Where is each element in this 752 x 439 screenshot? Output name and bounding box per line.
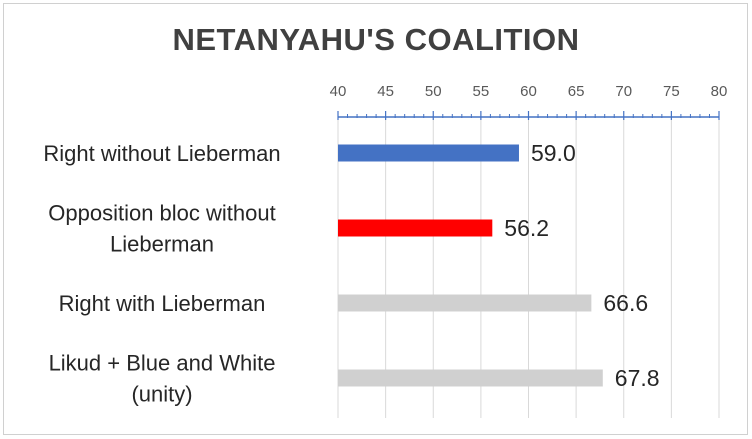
data-label: 59.0 bbox=[531, 140, 576, 166]
category-label: Right without Lieberman bbox=[43, 141, 280, 166]
bar bbox=[338, 219, 493, 237]
data-label: 56.2 bbox=[504, 215, 549, 241]
category-label: Opposition bloc without Lieberman bbox=[48, 201, 275, 257]
category-label-line: (unity) bbox=[131, 382, 192, 407]
x-tick-label: 80 bbox=[711, 83, 728, 100]
x-tick-label: 45 bbox=[377, 83, 394, 100]
data-label: 66.6 bbox=[603, 290, 648, 316]
x-tick-label: 40 bbox=[330, 83, 347, 100]
category-label-line: Opposition bloc without bbox=[48, 201, 275, 226]
x-tick-label: 70 bbox=[615, 83, 632, 100]
x-tick-label: 75 bbox=[663, 83, 680, 100]
category-label-line: Right without Lieberman bbox=[43, 141, 280, 166]
category-label-line: Right with Lieberman bbox=[59, 291, 266, 316]
chart-title: NETANYAHU'S COALITION bbox=[172, 22, 580, 57]
category-label: Likud + Blue and White (unity) bbox=[49, 351, 276, 407]
category-label-line: Lieberman bbox=[110, 232, 214, 257]
x-tick-label: 65 bbox=[568, 83, 585, 100]
data-label: 67.8 bbox=[615, 365, 660, 391]
category-label-line: Likud + Blue and White bbox=[49, 351, 276, 376]
x-tick-label: 60 bbox=[520, 83, 537, 100]
category-label: Right with Lieberman bbox=[59, 291, 266, 316]
bar bbox=[338, 369, 603, 387]
bar bbox=[338, 294, 592, 312]
x-tick-label: 55 bbox=[473, 83, 490, 100]
bar bbox=[338, 144, 519, 162]
x-tick-label: 50 bbox=[425, 83, 442, 100]
